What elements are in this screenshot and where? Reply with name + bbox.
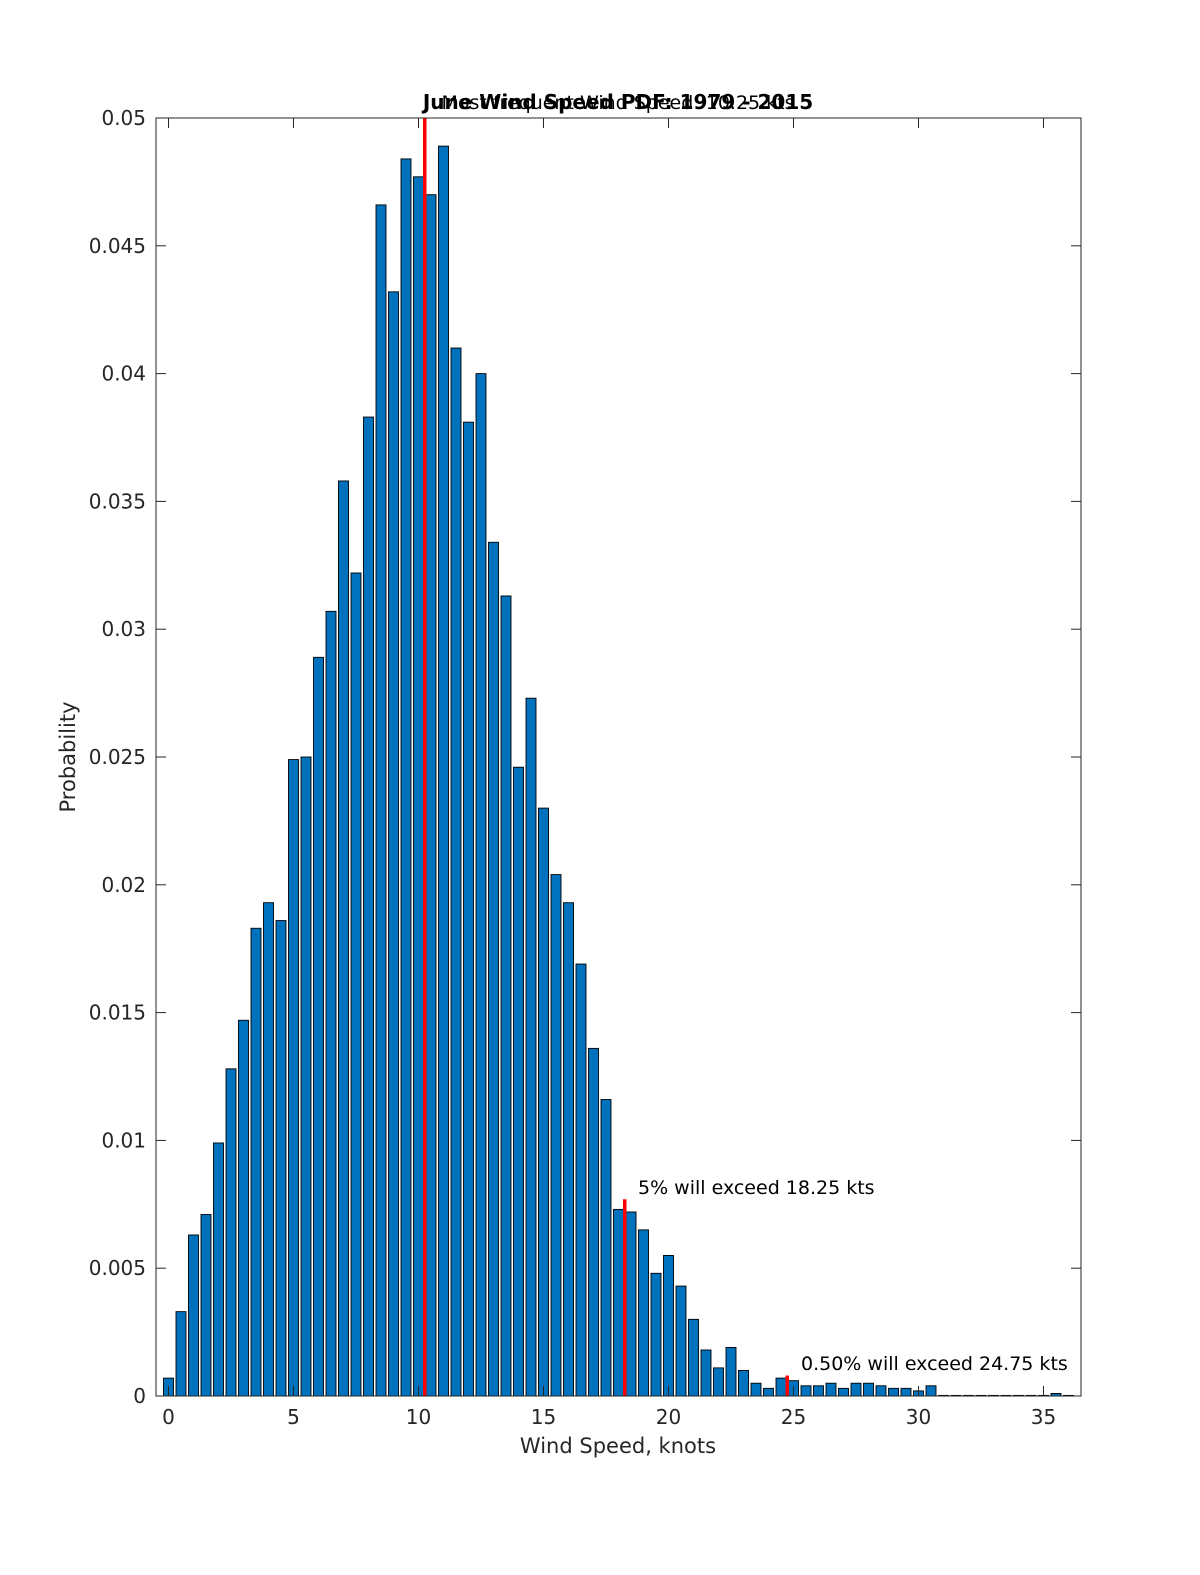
bar <box>850 1382 862 1397</box>
bar <box>300 756 312 1397</box>
y-tick-label: 0.015 <box>89 1001 146 1025</box>
bar <box>463 421 474 1397</box>
bar <box>563 902 574 1397</box>
bar <box>838 1387 849 1397</box>
bar <box>513 766 524 1397</box>
chart-title-overlay: Most frequent Wind Speed: 10.25 kts <box>441 92 794 114</box>
bar <box>338 480 349 1397</box>
bar <box>363 416 374 1397</box>
bar <box>775 1377 787 1397</box>
bar <box>213 1142 224 1397</box>
bar <box>238 1019 249 1397</box>
bar <box>875 1385 887 1397</box>
bar <box>250 927 262 1397</box>
y-tick-label: 0.02 <box>101 873 146 897</box>
bar <box>538 807 549 1397</box>
bar <box>400 158 412 1397</box>
y-tick-label: 0.025 <box>89 745 146 769</box>
bar <box>713 1367 724 1397</box>
y-tick-label: 0 <box>133 1384 146 1408</box>
bar <box>600 1099 612 1397</box>
bar <box>288 759 299 1397</box>
bar <box>413 176 424 1397</box>
x-tick-label: 5 <box>287 1405 300 1429</box>
bar <box>475 373 487 1397</box>
bar <box>763 1387 774 1397</box>
bar <box>638 1229 649 1397</box>
y-tick-label: 0.05 <box>101 106 146 130</box>
bar <box>175 1311 187 1397</box>
bar <box>263 902 274 1397</box>
bar <box>375 204 387 1397</box>
y-tick-label: 0.04 <box>101 362 146 386</box>
bar <box>325 610 337 1397</box>
x-tick-label: 35 <box>1031 1405 1056 1429</box>
bar <box>550 874 562 1397</box>
x-tick-label: 25 <box>781 1405 806 1429</box>
x-tick-label: 15 <box>531 1405 556 1429</box>
bar <box>188 1234 199 1397</box>
ticks-group: 0 5 10 15 20 25 30 35 0 0.005 0.01 0.015 0.02 0.025 0.… <box>89 106 1081 1429</box>
bar <box>588 1047 599 1397</box>
bar <box>438 145 449 1397</box>
bar <box>613 1208 624 1397</box>
bar <box>388 291 399 1397</box>
x-axis-label: Wind Speed, knots <box>520 1434 716 1458</box>
bar <box>650 1272 662 1397</box>
bar <box>200 1214 212 1397</box>
bar <box>313 656 324 1397</box>
bar <box>625 1211 637 1397</box>
markers-group <box>423 118 789 1396</box>
bar <box>813 1385 824 1397</box>
y-tick-label: 0.005 <box>89 1256 146 1280</box>
chart-title: June Wind Speed PDF: 1979 - 2015 <box>421 90 813 114</box>
bar <box>675 1285 687 1397</box>
bar <box>450 347 462 1397</box>
bar <box>750 1382 762 1397</box>
bar <box>888 1387 899 1397</box>
y-tick-label: 0.035 <box>89 489 146 513</box>
bar <box>225 1068 237 1397</box>
y-axis-label: Probability <box>56 701 80 812</box>
x-tick-label: 10 <box>406 1405 431 1429</box>
bar <box>825 1382 837 1397</box>
bar <box>275 920 287 1397</box>
bar <box>900 1387 912 1397</box>
bar <box>575 963 587 1397</box>
bar <box>863 1382 874 1397</box>
y-tick-label: 0.03 <box>101 617 146 641</box>
bar <box>725 1346 737 1397</box>
bar <box>738 1369 749 1397</box>
bar <box>925 1385 937 1397</box>
bar <box>425 194 437 1397</box>
bar <box>688 1318 699 1397</box>
bar <box>488 541 499 1397</box>
y-tick-label: 0.01 <box>101 1128 146 1152</box>
bar <box>700 1349 712 1397</box>
x-tick-label: 30 <box>906 1405 931 1429</box>
bar <box>525 697 537 1397</box>
bar <box>500 595 512 1397</box>
y-tick-label: 0.045 <box>89 234 146 258</box>
x-tick-label: 0 <box>162 1405 175 1429</box>
bar <box>350 572 362 1397</box>
annotation-5pct: 5% will exceed 18.25 kts <box>638 1177 875 1199</box>
x-tick-label: 20 <box>656 1405 681 1429</box>
bar <box>663 1254 674 1397</box>
annotation-05pct: 0.50% will exceed 24.75 kts <box>801 1353 1068 1375</box>
bar <box>800 1385 812 1397</box>
